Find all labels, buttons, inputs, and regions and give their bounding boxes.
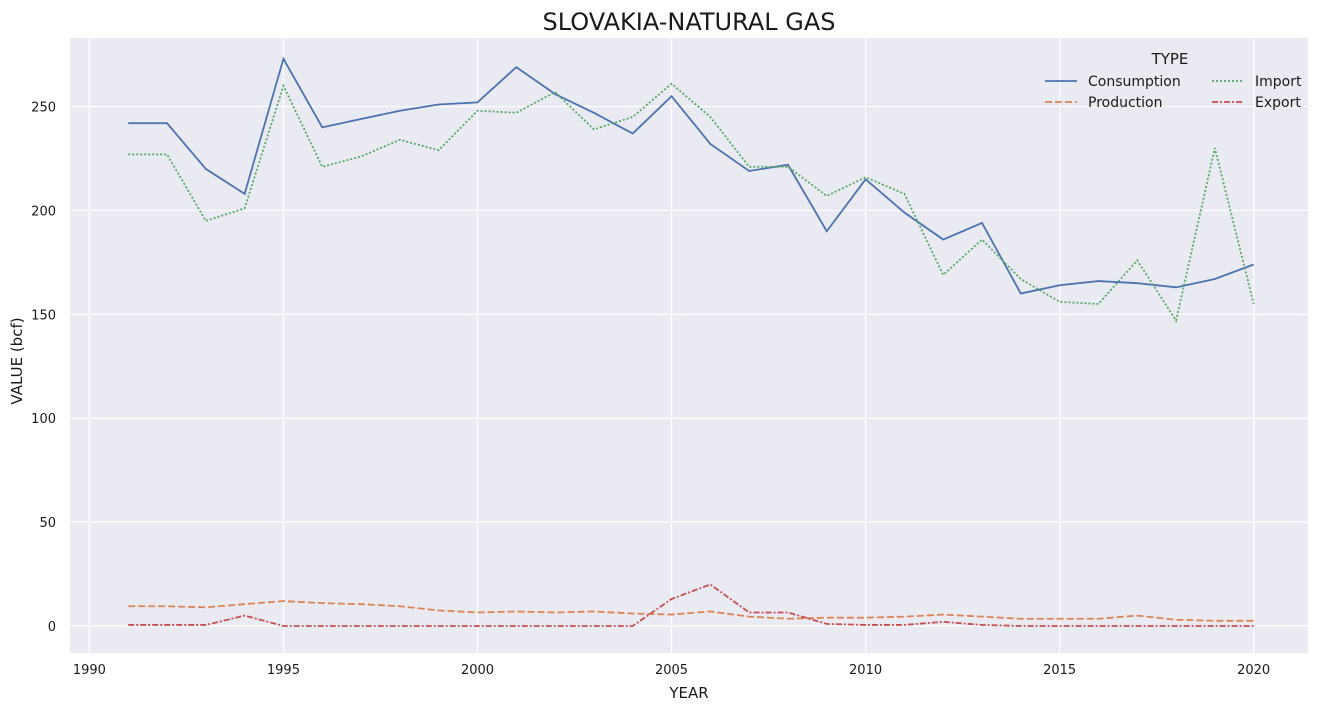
x-tick-label: 2020 [1237,663,1270,678]
legend-label-import: Import [1255,74,1302,90]
y-tick-label: 150 [31,308,56,323]
x-tick-label: 2015 [1043,663,1076,678]
tick-labels: 1990 1995 2000 2005 2010 2015 2020 0 50 100 150 200… [31,101,1270,678]
x-axis-label: YEAR [668,684,708,702]
y-tick-label: 50 [39,516,56,531]
legend: TYPE Consumption Production Import Export [1045,50,1302,111]
plot-area [70,38,1308,653]
series-line-production [128,600,1254,622]
series-line-import [128,82,1255,323]
legend-label-consumption: Consumption [1088,74,1181,90]
x-tick-label: 2000 [461,663,494,678]
y-tick-label: 100 [31,412,56,427]
x-tick-label: 1990 [73,663,106,678]
x-tick-label: 2005 [655,663,688,678]
y-axis-label: VALUE (bcf) [8,317,26,404]
y-tick-label: 0 [48,620,56,635]
chart-title: SLOVAKIA-NATURAL GAS [543,8,836,36]
legend-title: TYPE [1151,50,1189,68]
series-line-consumption [128,56,1254,295]
legend-label-production: Production [1088,95,1162,111]
y-tick-label: 250 [31,101,56,116]
y-tick-label: 200 [31,204,56,219]
x-tick-label: 1995 [267,663,300,678]
series-line-export [128,583,1254,627]
series-group [128,56,1255,627]
legend-label-export: Export [1255,95,1301,111]
grid [70,38,1308,653]
x-tick-label: 2010 [849,663,882,678]
